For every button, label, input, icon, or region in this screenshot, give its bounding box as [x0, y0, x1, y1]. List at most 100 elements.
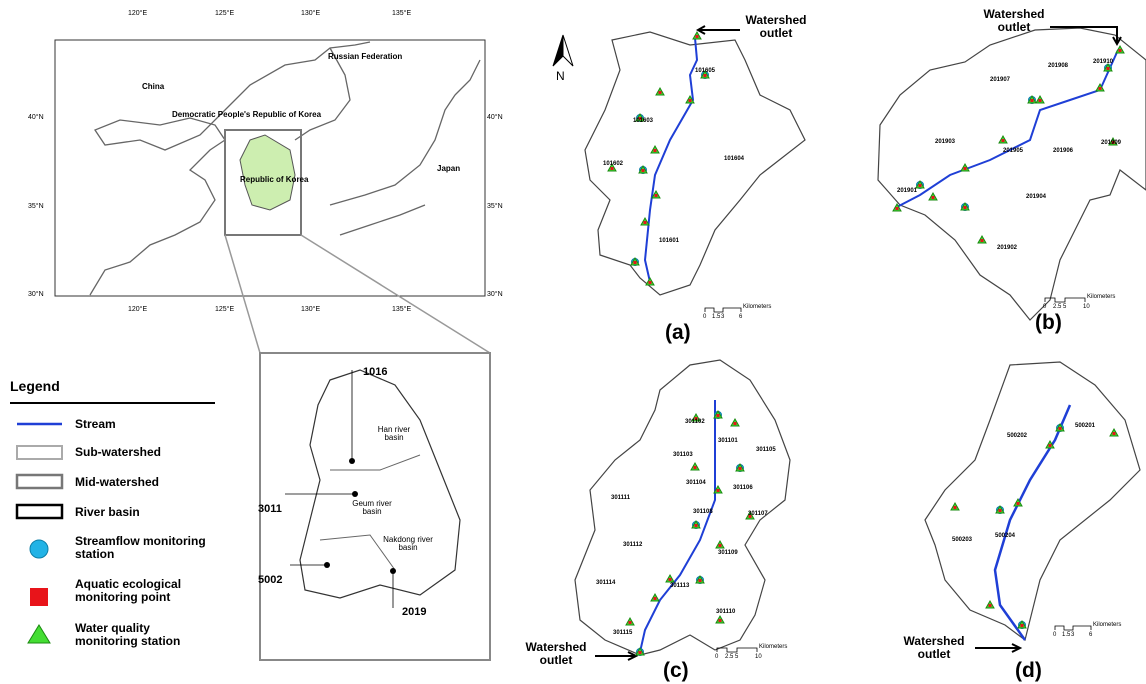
- subwatershed-id: 201909: [1101, 140, 1121, 146]
- lon-label: 125°E: [215, 306, 234, 313]
- subwatershed-id: 201904: [1026, 194, 1046, 200]
- scale-unit: Kilometers: [1093, 622, 1121, 628]
- lat-label: 30°N: [487, 291, 503, 298]
- subwatershed-id: 201910: [1093, 59, 1113, 65]
- subwatershed-id: 301107: [748, 511, 768, 517]
- aquatic-point: [734, 422, 737, 425]
- aquatic-point: [717, 489, 720, 492]
- aquatic-point: [932, 196, 935, 199]
- legend-waterquality: [28, 625, 50, 643]
- basin-label: Han river basin: [368, 426, 420, 443]
- scale-tick: 1.5: [712, 314, 720, 320]
- subwatershed-id: 301104: [686, 480, 706, 486]
- legend-aquatic: [30, 588, 48, 606]
- scale-unit: Kilometers: [1087, 294, 1115, 300]
- lat-label: 35°N: [28, 203, 44, 210]
- basin-label: Geum river basin: [350, 500, 394, 517]
- legend-item: Stream: [75, 418, 215, 431]
- scale-bar: [1055, 626, 1091, 630]
- subwatershed-id: 301111: [611, 495, 630, 501]
- aquatic-point: [717, 414, 720, 417]
- subwatershed-id: 301112: [623, 542, 642, 548]
- outlet-arrow-d: [975, 644, 1020, 652]
- subwatershed-id: 301113: [670, 583, 689, 589]
- scale-tick: 2.5: [1053, 304, 1061, 310]
- aquatic-point: [1099, 87, 1102, 90]
- aquatic-point: [655, 194, 658, 197]
- scale-tick: 10: [755, 654, 762, 660]
- subwatershed-id: 301108: [693, 509, 713, 515]
- subwatershed-id: 201905: [1003, 148, 1023, 154]
- lon-label: 130°E: [301, 10, 320, 17]
- subwatershed-id: 500201: [1075, 423, 1095, 429]
- aquatic-point: [634, 261, 637, 264]
- subwatershed-id: 101604: [724, 156, 744, 162]
- panel-label: (b): [1035, 312, 1062, 334]
- station-id: 2019: [402, 607, 426, 619]
- north-arrow: [563, 35, 573, 66]
- outlet-label: Watershed outlet: [898, 635, 970, 660]
- aquatic-point: [739, 467, 742, 470]
- scale-tick: 0: [1043, 304, 1046, 310]
- aquatic-point: [695, 524, 698, 527]
- stream-c: [640, 400, 715, 652]
- aquatic-point: [699, 579, 702, 582]
- scale-tick: 0: [703, 314, 706, 320]
- aquatic-point: [989, 604, 992, 607]
- scale-tick: 6: [1089, 632, 1092, 638]
- scale-tick: 5: [735, 654, 738, 660]
- aquatic-point: [704, 74, 707, 77]
- lat-label: 30°N: [28, 291, 44, 298]
- outlet-arrow-a: [698, 26, 740, 34]
- lat-label: 40°N: [28, 114, 44, 121]
- legend-item: Aquatic ecological monitoring point: [75, 578, 215, 603]
- stream-d: [995, 405, 1070, 640]
- legend-title: Legend: [10, 379, 60, 394]
- legend-item: River basin: [75, 506, 215, 519]
- legend-streamflow: [30, 540, 48, 558]
- subwatershed-id: 301114: [596, 580, 615, 586]
- subwatershed-id: 101602: [603, 161, 623, 167]
- scale-unit: Kilometers: [743, 304, 771, 310]
- aquatic-point: [1113, 432, 1116, 435]
- aquatic-point: [654, 597, 657, 600]
- station-leaders: [285, 370, 393, 608]
- scale-tick: 5: [1063, 304, 1066, 310]
- aquatic-point: [1107, 67, 1110, 70]
- lon-label: 120°E: [128, 10, 147, 17]
- scale-bar: [705, 308, 741, 312]
- legend-item: Streamflow monitoring station: [75, 535, 215, 560]
- aquatic-point: [1059, 427, 1062, 430]
- aquatic-point: [1002, 139, 1005, 142]
- aquatic-point: [654, 149, 657, 152]
- aquatic-point: [689, 99, 692, 102]
- outlet-label: Watershed outlet: [740, 14, 812, 39]
- lon-label: 135°E: [392, 10, 411, 17]
- aquatic-point: [981, 239, 984, 242]
- scale-tick: 3: [1071, 632, 1074, 638]
- scale-tick: 3: [721, 314, 724, 320]
- scale-tick: 6: [739, 314, 742, 320]
- basin-label: Nakdong river basin: [380, 536, 436, 553]
- station-id: 5002: [258, 575, 282, 587]
- subwatershed-id: 301109: [718, 550, 738, 556]
- aquatic-point: [659, 91, 662, 94]
- subwatershed-id: 301102: [685, 419, 705, 425]
- lat-label: 40°N: [487, 114, 503, 121]
- scale-unit: Kilometers: [759, 644, 787, 650]
- subwatershed-id: 101605: [695, 68, 715, 74]
- aquatic-point: [719, 544, 722, 547]
- outlet-arrow-c: [595, 652, 636, 660]
- aquatic-point: [1039, 99, 1042, 102]
- stream-a: [645, 38, 697, 282]
- lon-label: 135°E: [392, 306, 411, 313]
- north-label: N: [556, 70, 565, 83]
- country-label: Russian Federation: [328, 53, 402, 61]
- scale-tick: 0: [1053, 632, 1056, 638]
- aquatic-point: [919, 184, 922, 187]
- panel-label: (a): [665, 322, 691, 344]
- aquatic-point: [1031, 99, 1034, 102]
- subwatershed-id: 301110: [716, 609, 735, 615]
- subwatershed-id: 201907: [990, 77, 1010, 83]
- scale-tick: 0: [715, 654, 718, 660]
